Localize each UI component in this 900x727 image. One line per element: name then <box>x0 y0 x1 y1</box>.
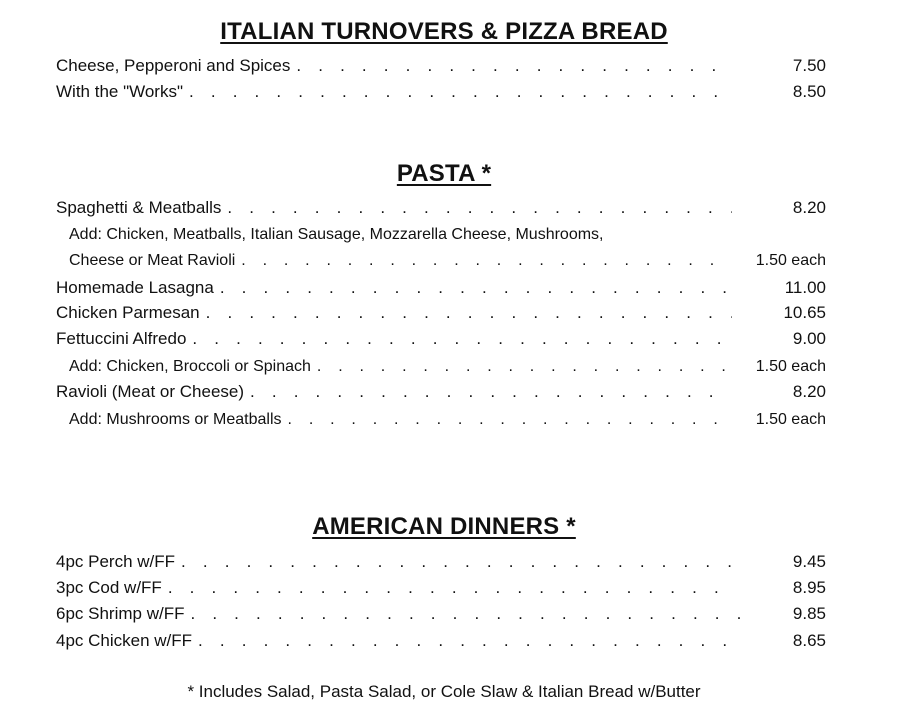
menu-item: Chicken Parmesan 10.65 <box>56 302 826 324</box>
menu-item: Homemade Lasagna 11.00 <box>56 277 826 299</box>
item-name: Cheese or Meat Ravioli <box>69 252 236 269</box>
menu-item: 4pc Perch w/FF 9.45 <box>56 551 826 573</box>
menu-item: 4pc Chicken w/FF 8.65 <box>56 630 826 652</box>
item-name: Homemade Lasagna <box>56 278 214 297</box>
dot-leader <box>282 409 732 431</box>
dot-leader <box>214 277 732 299</box>
item-price: 10.65 <box>783 303 826 322</box>
item-name: With the "Works" <box>56 82 184 101</box>
item-price: 8.95 <box>792 578 826 597</box>
item-price: 9.45 <box>792 552 826 571</box>
item-price: 8.20 <box>792 198 826 217</box>
item-name: Add: Chicken, Broccoli or Spinach <box>69 358 311 375</box>
menu-item: Fettuccini Alfredo 9.00 <box>56 328 826 350</box>
item-price: 1.50 each <box>755 252 826 269</box>
section-title-pasta: PASTA * <box>396 160 492 187</box>
menu-item: Spaghetti & Meatballs 8.20 <box>56 197 826 219</box>
item-name: Ravioli (Meat or Cheese) <box>56 382 245 401</box>
dot-leader <box>184 603 742 625</box>
menu-item: Ravioli (Meat or Cheese) 8.20 <box>56 381 826 403</box>
section-title-italian-turnovers: ITALIAN TURNOVERS & PIZZA BREAD <box>220 18 668 45</box>
item-name: Fettuccini Alfredo <box>56 329 187 348</box>
menu-item: Add: Mushrooms or Meatballs 1.50 each <box>69 409 826 431</box>
menu-item: With the "Works" 8.50 <box>56 81 826 103</box>
item-price: 11.00 <box>784 278 826 297</box>
dot-leader <box>192 630 732 652</box>
menu-item: Add: Chicken, Broccoli or Spinach 1.50 ea… <box>69 356 826 378</box>
dot-leader <box>186 328 732 350</box>
item-name: 3pc Cod w/FF <box>56 578 162 597</box>
menu-item: Cheese, Pepperoni and Spices 7.50 <box>56 55 826 77</box>
item-price: 8.65 <box>792 631 826 650</box>
item-price: 8.20 <box>792 382 826 401</box>
dot-leader <box>235 250 732 272</box>
item-price: 8.50 <box>792 82 826 101</box>
dot-leader <box>311 356 732 378</box>
dot-leader <box>221 197 732 219</box>
dot-leader <box>162 577 732 599</box>
item-name: Spaghetti & Meatballs <box>56 198 222 217</box>
item-price: 1.50 each <box>755 358 826 375</box>
item-price: 7.50 <box>792 56 826 75</box>
dot-leader <box>290 55 732 77</box>
item-name: Cheese, Pepperoni and Spices <box>56 56 291 75</box>
footnote: * Includes Salad, Pasta Salad, or Cole S… <box>187 682 701 701</box>
add-on-note: Add: Chicken, Meatballs, Italian Sausage… <box>69 226 604 243</box>
item-price: 9.00 <box>792 329 826 348</box>
menu-item: 6pc Shrimp w/FF 9.85 <box>56 603 826 625</box>
item-name: 6pc Shrimp w/FF <box>56 604 185 623</box>
section-title-american-dinners: AMERICAN DINNERS * <box>312 513 576 540</box>
dot-leader <box>175 551 732 573</box>
item-name: 4pc Chicken w/FF <box>56 631 193 650</box>
menu-item: 3pc Cod w/FF 8.95 <box>56 577 826 599</box>
item-name: Add: Mushrooms or Meatballs <box>69 411 282 428</box>
dot-leader <box>200 302 732 324</box>
dot-leader <box>244 381 732 403</box>
item-name: 4pc Perch w/FF <box>56 552 176 571</box>
item-price: 9.85 <box>792 604 826 623</box>
dot-leader <box>183 81 732 103</box>
menu-item: Cheese or Meat Ravioli 1.50 each <box>69 250 826 272</box>
item-name: Chicken Parmesan <box>56 303 200 322</box>
item-price: 1.50 each <box>755 411 826 428</box>
